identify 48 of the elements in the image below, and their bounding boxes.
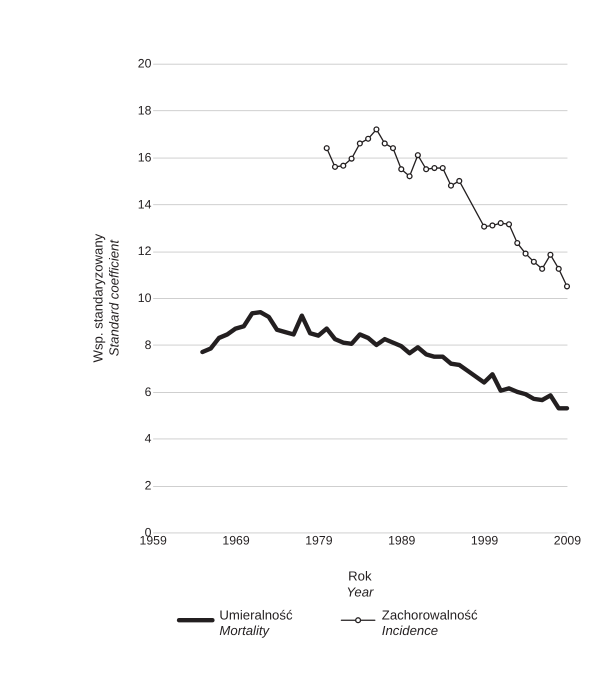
point [324, 145, 330, 152]
y-axis-title: Wsp. standaryzowany Standard coefficient [90, 233, 122, 362]
x-tick-label: 1979 [305, 533, 333, 548]
point [448, 182, 454, 189]
point [456, 178, 462, 184]
point [530, 258, 537, 265]
y-tick-label: 6 [144, 384, 152, 399]
point [340, 162, 346, 169]
point [414, 152, 421, 158]
y-tick-label: 2 [144, 478, 152, 493]
point [398, 166, 404, 172]
point [423, 166, 430, 172]
point [522, 250, 529, 257]
legend-label: Umieralność Mortality [219, 607, 293, 638]
y-tick-label: 14 [138, 197, 152, 212]
y-tick-label: 12 [138, 244, 152, 258]
point [556, 266, 562, 272]
point [506, 221, 512, 228]
x-tick-label: 1999 [470, 533, 498, 548]
y-tick-label: 4 [144, 432, 152, 446]
point [489, 222, 496, 229]
y-tick-label: 8 [144, 338, 152, 352]
y-tick-label: 20 [138, 56, 152, 71]
point [382, 140, 388, 147]
point [406, 173, 413, 180]
point [498, 220, 504, 226]
x-tick-label: 1969 [222, 533, 250, 548]
x-tick-label: 1989 [388, 533, 416, 548]
point [514, 240, 520, 246]
y-tick-label: 10 [138, 291, 152, 306]
point [440, 164, 446, 172]
y-tick-label: 18 [138, 104, 152, 118]
point [348, 156, 355, 162]
point [332, 164, 338, 170]
point [373, 126, 380, 132]
point [390, 145, 396, 152]
x-axis-title: Rok Year [346, 568, 374, 600]
point [365, 136, 372, 142]
point [539, 266, 546, 272]
point [356, 140, 363, 147]
point [547, 252, 554, 258]
x-tick-label: 2009 [554, 533, 582, 548]
point [481, 224, 488, 230]
line-series [200, 310, 570, 410]
legend-label: Zachorowalność Incidence [382, 607, 478, 638]
y-tick-label: 16 [138, 150, 152, 164]
point [431, 164, 438, 172]
point [564, 283, 570, 290]
